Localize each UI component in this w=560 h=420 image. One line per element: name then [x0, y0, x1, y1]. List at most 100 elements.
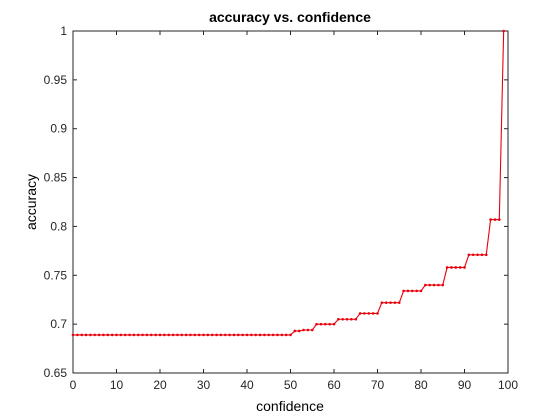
data-point — [202, 333, 205, 337]
data-point — [250, 333, 253, 337]
data-point — [332, 322, 336, 326]
data-point — [163, 333, 166, 337]
x-tick-label: 100 — [498, 378, 518, 392]
data-point — [215, 333, 218, 337]
data-point — [267, 333, 271, 337]
data-point — [97, 333, 101, 337]
data-point — [141, 333, 144, 337]
series-line — [73, 30, 505, 336]
data-point — [428, 283, 432, 287]
data-point — [258, 333, 262, 337]
data-point — [328, 322, 331, 326]
x-axis-label: confidence — [256, 398, 324, 414]
data-point — [154, 333, 157, 337]
data-point — [463, 266, 466, 269]
data-point — [280, 333, 284, 337]
data-point — [489, 218, 492, 221]
data-point — [128, 333, 131, 337]
data-point — [136, 333, 140, 337]
data-point — [437, 283, 440, 287]
data-point — [450, 266, 453, 269]
data-point — [397, 301, 401, 304]
data-point — [276, 333, 279, 337]
data-point — [441, 283, 445, 287]
data-point — [106, 333, 110, 337]
data-point — [228, 333, 231, 337]
data-point — [284, 333, 288, 337]
data-point — [471, 253, 475, 257]
data-point — [241, 333, 244, 337]
data-point — [306, 328, 310, 332]
data-point — [363, 312, 366, 315]
x-tick-label: 80 — [414, 378, 428, 392]
x-tick-label: 0 — [70, 378, 77, 392]
x-tick-label: 40 — [240, 378, 254, 392]
data-point — [189, 333, 192, 337]
data-point — [371, 312, 375, 315]
data-point — [389, 301, 392, 304]
data-point — [289, 333, 292, 337]
data-point — [315, 322, 318, 326]
data-point — [415, 289, 418, 293]
data-point — [297, 329, 301, 333]
data-point — [358, 312, 362, 315]
data-point — [193, 333, 197, 337]
data-point — [367, 312, 371, 315]
data-point — [115, 333, 118, 337]
y-axis-label: accuracy — [23, 174, 39, 230]
data-point — [458, 266, 462, 269]
data-point — [302, 328, 305, 332]
data-point — [293, 329, 297, 333]
data-point — [219, 333, 223, 337]
data-point — [184, 333, 188, 337]
data-point — [110, 333, 114, 337]
data-point — [493, 218, 497, 221]
x-tick-label: 50 — [284, 378, 298, 392]
data-point — [419, 289, 423, 293]
y-tick-label: 0.65 — [44, 366, 68, 380]
plot-frame — [72, 30, 509, 374]
data-point — [310, 328, 314, 332]
data-point — [350, 317, 353, 321]
data-point — [393, 301, 397, 304]
data-point — [132, 333, 136, 337]
x-tick-label: 90 — [458, 378, 472, 392]
data-point — [271, 333, 275, 337]
data-point — [210, 333, 214, 337]
data-point — [467, 253, 471, 257]
y-tick-label: 0.95 — [44, 73, 68, 87]
data-point — [158, 333, 162, 337]
x-tick-label: 20 — [153, 378, 167, 392]
data-point — [341, 317, 345, 321]
data-point — [376, 312, 379, 315]
y-tick-label: 0.9 — [50, 122, 67, 136]
data-point — [319, 322, 323, 326]
data-point — [80, 333, 83, 337]
x-axis-ticks: 0 10 20 30 40 50 60 70 80 90 100 — [70, 31, 518, 392]
data-point — [484, 253, 488, 257]
series-layer — [71, 29, 505, 337]
data-point — [123, 333, 127, 337]
data-point — [206, 333, 210, 337]
x-tick-label: 70 — [371, 378, 385, 392]
data-point — [232, 333, 236, 337]
data-point — [102, 333, 105, 337]
data-point — [337, 317, 340, 321]
data-point — [454, 266, 458, 269]
data-point — [402, 289, 405, 293]
chart-title: accuracy vs. confidence — [209, 9, 371, 25]
data-point — [150, 333, 153, 337]
y-axis-ticks: 0.65 0.7 0.75 0.8 0.85 0.9 0.95 1 — [44, 24, 508, 380]
y-tick-label: 0.7 — [50, 317, 67, 331]
x-tick-label: 10 — [110, 378, 124, 392]
data-point — [254, 333, 257, 337]
data-point — [76, 333, 79, 337]
data-point — [498, 218, 501, 221]
data-point — [180, 333, 184, 337]
x-tick-label: 30 — [197, 378, 211, 392]
data-point — [432, 283, 436, 287]
data-point — [167, 333, 170, 337]
data-point — [476, 253, 479, 257]
y-tick-label: 0.75 — [44, 268, 68, 282]
